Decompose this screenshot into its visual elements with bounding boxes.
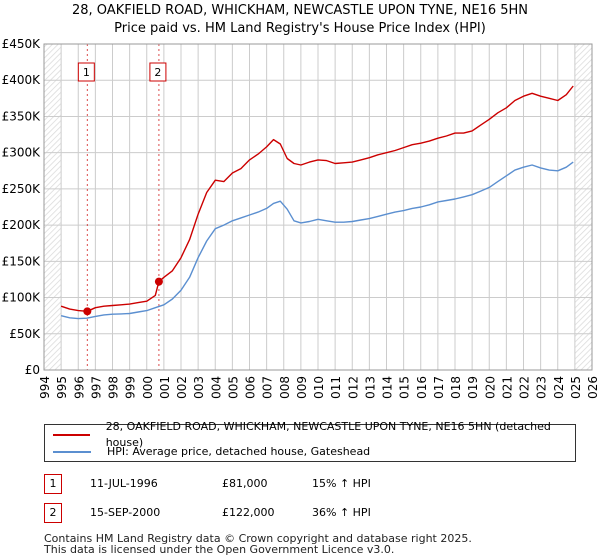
x-tick-label: 2020 bbox=[483, 376, 497, 400]
sale-point bbox=[83, 307, 92, 316]
y-tick-label: £100K bbox=[2, 291, 42, 305]
sale-date: 15-SEP-2000 bbox=[90, 506, 161, 519]
x-tick-label: 2006 bbox=[244, 376, 258, 400]
x-tick-label: 2024 bbox=[552, 376, 566, 400]
x-tick-label: 1996 bbox=[72, 376, 86, 400]
property-price-line bbox=[60, 85, 574, 312]
y-tick-label: £250K bbox=[2, 182, 42, 196]
x-tick-label: 2001 bbox=[158, 376, 172, 400]
hpi-line bbox=[60, 161, 574, 320]
x-tick-label: 2002 bbox=[175, 376, 189, 400]
x-tick-label: 1999 bbox=[124, 376, 138, 400]
chart-title: 28, OAKFIELD ROAD, WHICKHAM, NEWCASTLE U… bbox=[71, 3, 528, 18]
x-tick-label: 2013 bbox=[363, 376, 377, 400]
legend-swatch-hpi bbox=[53, 451, 91, 453]
x-tick-label: 2015 bbox=[398, 376, 412, 400]
x-tick-label: 1997 bbox=[89, 376, 103, 400]
sale-badge: 1 bbox=[44, 474, 62, 494]
x-tick-label: 2009 bbox=[295, 376, 309, 400]
x-tick-label: 2021 bbox=[500, 376, 514, 400]
footer-copyright: Contains HM Land Registry data © Crown c… bbox=[44, 532, 472, 545]
x-tick-label: 2003 bbox=[192, 376, 206, 400]
sale-point bbox=[154, 277, 163, 286]
footer-licence: This data is licensed under the Open Gov… bbox=[44, 543, 395, 556]
legend-label-hpi: HPI: Average price, detached house, Gate… bbox=[107, 445, 371, 458]
y-tick-label: £450K bbox=[2, 37, 42, 51]
x-tick-label: 2019 bbox=[466, 376, 480, 400]
sale-row-1: 1 11-JUL-1996 £81,000 15% ↑ HPI bbox=[44, 474, 574, 494]
x-tick-label: 2012 bbox=[346, 376, 360, 400]
y-tick-label: £0 bbox=[25, 363, 40, 377]
legend-item-hpi: HPI: Average price, detached house, Gate… bbox=[53, 444, 370, 460]
y-tick-label: £200K bbox=[2, 218, 42, 232]
sale-price: £122,000 bbox=[222, 506, 275, 519]
sale-marker-label: 1 bbox=[83, 66, 90, 79]
sale-hpi-change: 15% ↑ HPI bbox=[312, 477, 371, 490]
y-tick-label: £50K bbox=[9, 327, 41, 341]
sale-marker-box bbox=[149, 62, 167, 82]
plot-border bbox=[43, 43, 593, 371]
x-tick-label: 2017 bbox=[432, 376, 446, 400]
x-tick-label: 2025 bbox=[569, 376, 583, 400]
sale-row-2: 2 15-SEP-2000 £122,000 36% ↑ HPI bbox=[44, 503, 574, 523]
x-tick-label: 2000 bbox=[141, 376, 155, 400]
y-tick-label: £400K bbox=[2, 73, 42, 87]
x-tick-label: 1995 bbox=[55, 376, 69, 400]
y-tick-label: £300K bbox=[2, 146, 42, 160]
x-tick-label: 2011 bbox=[329, 376, 343, 400]
legend-swatch-property bbox=[53, 434, 90, 436]
sale-badge: 2 bbox=[44, 503, 62, 523]
x-tick-label: 2005 bbox=[226, 376, 240, 400]
x-tick-label: 2004 bbox=[209, 376, 223, 400]
x-tick-label: 2014 bbox=[381, 376, 395, 400]
legend-item-property: 28, OAKFIELD ROAD, WHICKHAM, NEWCASTLE U… bbox=[53, 420, 575, 449]
chart-subtitle: Price paid vs. HM Land Registry's House … bbox=[114, 21, 486, 36]
x-tick-label: 1994 bbox=[38, 376, 52, 400]
x-tick-label: 2007 bbox=[261, 376, 275, 400]
x-tick-label: 2008 bbox=[278, 376, 292, 400]
x-tick-label: 2016 bbox=[415, 376, 429, 400]
legend: 28, OAKFIELD ROAD, WHICKHAM, NEWCASTLE U… bbox=[44, 420, 576, 462]
sale-marker-box bbox=[77, 62, 95, 82]
sale-date: 11-JUL-1996 bbox=[90, 477, 158, 490]
sale-price: £81,000 bbox=[222, 477, 268, 490]
x-tick-label: 2026 bbox=[586, 376, 600, 400]
y-tick-label: £350K bbox=[2, 109, 42, 123]
x-tick-label: 2010 bbox=[312, 376, 326, 400]
sale-marker-label: 2 bbox=[154, 66, 161, 79]
hatch-region-left bbox=[44, 44, 62, 370]
x-tick-label: 2018 bbox=[449, 376, 463, 400]
x-tick-label: 2023 bbox=[535, 376, 549, 400]
sale-hpi-change: 36% ↑ HPI bbox=[312, 506, 371, 519]
hatch-region-right bbox=[574, 44, 592, 370]
legend-label-property: 28, OAKFIELD ROAD, WHICKHAM, NEWCASTLE U… bbox=[105, 420, 551, 449]
x-tick-label: 2022 bbox=[518, 376, 532, 400]
price-chart: 1994 1995 1996 1997 1998 1999 2000 2001 2002 2003… bbox=[2, 37, 600, 400]
y-tick-label: £150K bbox=[2, 254, 42, 268]
x-tick-label: 1998 bbox=[107, 376, 121, 400]
